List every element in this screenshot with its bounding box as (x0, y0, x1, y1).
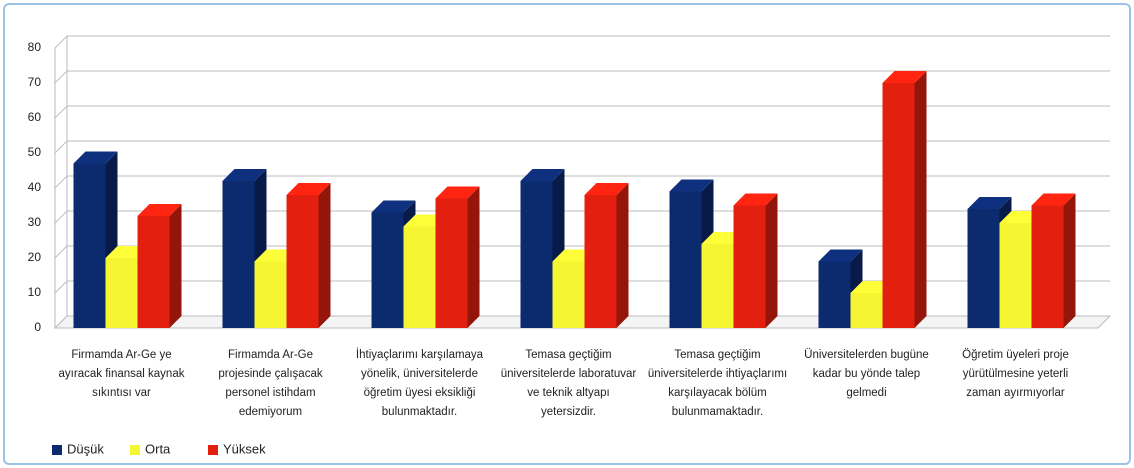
bar (403, 226, 436, 328)
y-tick-label: 70 (28, 75, 42, 89)
bar (733, 205, 766, 328)
bar-top (733, 193, 778, 206)
bar-top (73, 151, 118, 164)
bar-top (584, 183, 629, 195)
grid-line (54, 210, 1110, 224)
bar-side (765, 193, 778, 328)
bar (818, 261, 851, 328)
x-tick-label: Temasa geçtiğim üniversitelerde ihtiyaçl… (647, 349, 788, 418)
bar (584, 195, 617, 328)
grid-line (54, 105, 1110, 119)
bar (1031, 205, 1064, 328)
bar (850, 293, 883, 328)
y-tick-label: 30 (28, 215, 42, 229)
bar (520, 181, 553, 328)
x-tick-label: Firmamda Ar-Ge projesinde çalışacak pers… (218, 349, 323, 418)
legend-swatch (52, 445, 62, 455)
bar-side (1063, 193, 1076, 328)
grid-line (54, 140, 1110, 154)
bar-side (467, 186, 480, 328)
y-tick-label: 80 (28, 40, 42, 54)
bar (967, 209, 1000, 328)
bar-top (435, 186, 480, 199)
legend-swatch (130, 445, 140, 455)
bar (371, 212, 404, 328)
bar-top (520, 169, 565, 181)
bar (254, 261, 287, 328)
x-tick-label: Firmamda Ar-Ge ye ayıracak finansal kayn… (58, 349, 185, 399)
bar (222, 181, 255, 328)
bar (552, 261, 585, 328)
grid-line (54, 70, 1110, 84)
y-tick-label: 20 (28, 250, 42, 264)
bar (137, 216, 170, 328)
x-tick-label: Öğretim üyeleri proje yürütülmesine yete… (962, 349, 1069, 399)
legend-label: Orta (145, 441, 171, 456)
y-tick-label: 60 (28, 110, 42, 124)
legend-label: Düşük (67, 441, 104, 456)
bar-side (169, 204, 182, 328)
bar-top (669, 179, 714, 192)
y-tick-label: 0 (34, 320, 41, 334)
y-tick-label: 50 (28, 145, 42, 159)
bar-side (914, 71, 927, 328)
legend-label: Yüksek (223, 441, 266, 456)
grid-line (54, 175, 1110, 189)
legend-swatch (208, 445, 218, 455)
bar-top (286, 183, 331, 195)
chart-frame (3, 3, 1131, 465)
bar-top (967, 197, 1012, 209)
x-tick-label: İhtiyaçlarımı karşılamaya yönelik, ünive… (355, 349, 484, 418)
bar-top (137, 204, 182, 216)
bar (882, 83, 915, 328)
bar (286, 195, 319, 328)
bar (999, 223, 1032, 328)
bar-top (371, 200, 416, 213)
bar (669, 191, 702, 328)
bar-top (882, 71, 927, 83)
bar (73, 163, 106, 328)
bar-top (818, 249, 863, 262)
x-tick-label: Üniversitelerden bugüne kadar bu yönde t… (804, 349, 929, 399)
bar-side (318, 183, 331, 328)
bar (105, 258, 138, 328)
bar-top (1031, 193, 1076, 206)
bar (701, 244, 734, 328)
grid-line (54, 35, 1110, 49)
y-tick-label: 40 (28, 180, 42, 194)
bar-top (222, 169, 267, 181)
bar (435, 198, 468, 328)
x-tick-label: Temasa geçtiğim üniversitelerde laboratu… (500, 349, 637, 418)
y-tick-label: 10 (28, 285, 42, 299)
bar-side (616, 183, 629, 328)
